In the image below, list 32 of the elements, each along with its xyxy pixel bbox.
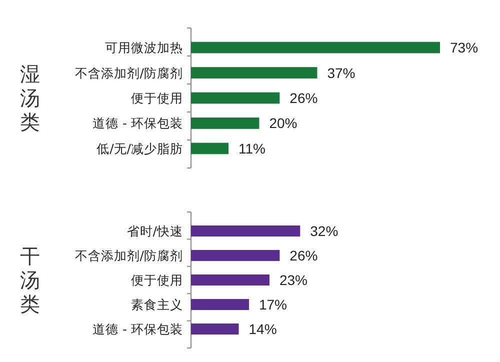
y-tick-label: 便于使用 xyxy=(131,90,183,106)
bar xyxy=(191,323,239,335)
data-label: 17% xyxy=(258,296,288,313)
y-tick-label: 可用微波加热 xyxy=(105,40,183,56)
bar xyxy=(191,42,440,54)
bar xyxy=(191,67,318,78)
y-tick-label: 道德 - 环保包装 xyxy=(92,322,183,337)
data-label: 26% xyxy=(290,247,318,264)
y-tick-label: 道德 - 环保包装 xyxy=(92,116,183,131)
data-label: 14% xyxy=(248,321,277,338)
y-tick-label: 不含添加剂/防腐剂 xyxy=(74,248,183,263)
data-label: 37% xyxy=(327,64,356,81)
bar xyxy=(191,250,280,262)
y-tick-label: 素食主义 xyxy=(131,297,183,312)
y-axis-title: 干汤类 xyxy=(20,244,40,316)
y-axis-title: 湿汤类 xyxy=(20,62,40,134)
y-tick-label: 省时/快速 xyxy=(126,223,183,238)
y-tick-label: 不含添加剂/防腐剂 xyxy=(74,65,183,80)
data-label: 11% xyxy=(238,140,266,156)
bar xyxy=(191,225,300,237)
bar xyxy=(191,92,280,104)
bar xyxy=(191,142,229,154)
bar xyxy=(191,298,249,310)
y-tick-label: 便于使用 xyxy=(131,272,183,288)
data-label: 73% xyxy=(450,40,478,56)
y-tick-label: 低/无/减少脂肪 xyxy=(96,140,183,156)
data-label: 32% xyxy=(310,222,338,239)
data-label: 23% xyxy=(279,272,308,288)
data-label: 20% xyxy=(269,115,298,132)
bar xyxy=(191,274,270,286)
data-label: 26% xyxy=(290,90,318,106)
bar xyxy=(191,118,260,129)
